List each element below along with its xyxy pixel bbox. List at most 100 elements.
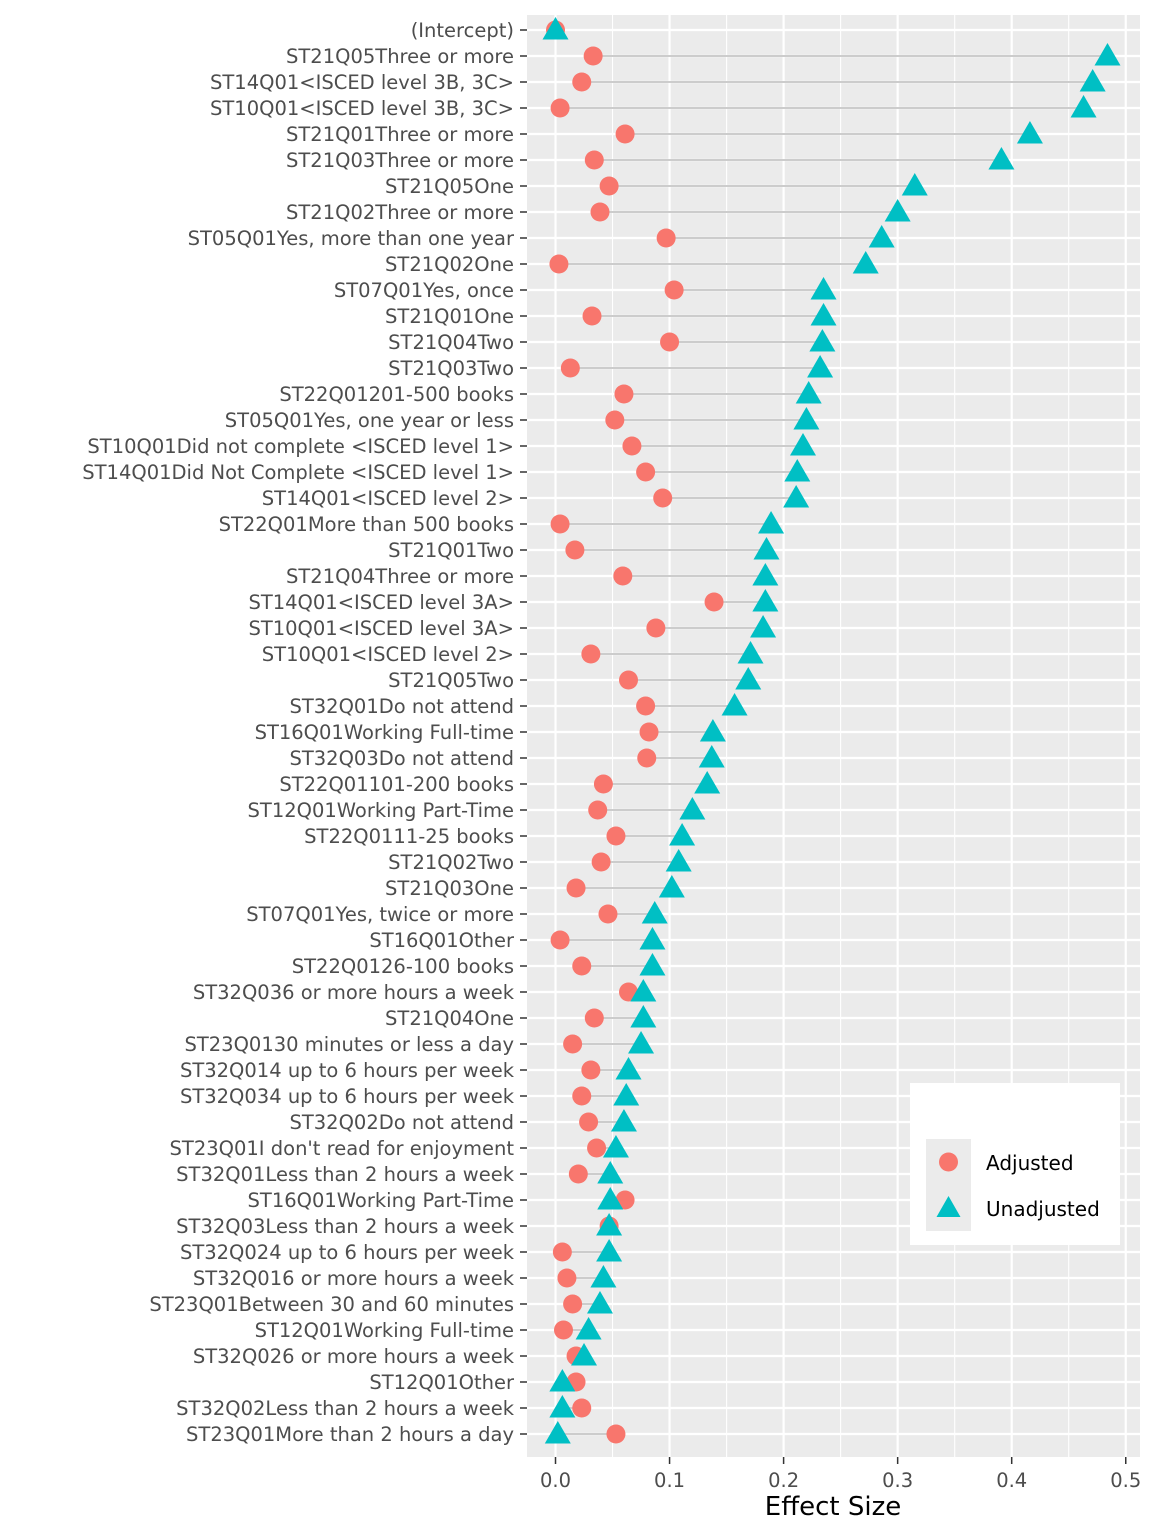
y-tick-label: ST32Q01Do not attend [289,695,514,718]
y-tick-label: ST21Q03One [385,877,514,900]
y-tick-label: ST10Q01Did not complete <ISCED level 1> [87,435,514,458]
unadjusted-point [698,745,725,768]
adjusted-point [584,150,604,170]
adjusted-point [606,826,626,846]
adjusted-point [583,46,603,66]
unadjusted-point [615,1057,642,1080]
y-tick-label: ST21Q03Two [388,357,514,380]
y-tick-label: ST21Q02Two [388,851,514,874]
unadjusted-point [735,667,762,690]
adjusted-point [581,1060,601,1080]
unadjusted-point [988,147,1015,170]
y-tick-label: ST32Q024 up to 6 hours per week [180,1241,515,1264]
adjusted-point [587,1138,607,1158]
y-tick-label: ST32Q014 up to 6 hours per week [180,1059,515,1082]
x-tick-label: 0.1 [654,1469,685,1492]
unadjusted-points [542,17,1121,1444]
y-tick-label: ST32Q03Do not attend [289,747,514,770]
y-tick-label: ST21Q05Three or more [286,45,514,68]
unadjusted-point [596,1213,623,1236]
y-tick-label: ST22Q01201-500 books [279,383,514,406]
adjusted-point [581,644,601,664]
y-tick-label: ST21Q01One [385,305,514,328]
unadjusted-point [807,355,834,378]
adjusted-point [704,592,724,612]
unadjusted-point [752,563,779,586]
y-tick-label: ST23Q01I don't read for enjoyment [170,1137,515,1160]
adjusted-point [572,956,592,976]
y-tick-label: ST23Q01Between 30 and 60 minutes [149,1293,514,1316]
adjusted-point [646,618,666,638]
y-tick-label: ST21Q04One [385,1007,514,1030]
y-tick-label: ST12Q01Working Full-time [255,1319,514,1342]
legend-label-adjusted: Adjusted [986,1151,1074,1175]
y-tick-label: ST14Q01<ISCED level 3A> [248,591,514,614]
unadjusted-point [639,927,666,950]
adjusted-point [593,774,613,794]
adjusted-point [582,306,602,326]
y-tick-label: ST32Q034 up to 6 hours per week [180,1085,515,1108]
y-tick-label: ST32Q026 or more hours a week [193,1345,515,1368]
unadjusted-point [630,979,657,1002]
unadjusted-point [641,901,668,924]
major-gridlines [527,15,1140,1457]
x-tick-label: 0.0 [540,1469,571,1492]
unadjusted-point [597,1187,624,1210]
adjusted-point [590,202,610,222]
adjusted-point [660,332,680,352]
unadjusted-point [901,173,928,196]
y-tick-label: ST32Q03Less than 2 hours a week [176,1215,515,1238]
y-tick-label: ST22Q01101-200 books [279,773,514,796]
legend-label-unadjusted: Unadjusted [986,1197,1100,1221]
unadjusted-point [575,1317,602,1340]
unadjusted-point [602,1135,629,1158]
x-axis-title: Effect Size [765,1492,901,1522]
unadjusted-point [586,1291,613,1314]
y-tick-label: ST07Q01Yes, twice or more [246,903,514,926]
y-tick-label: ST21Q04Three or more [286,565,514,588]
unadjusted-point [868,225,895,248]
y-tick-label: ST16Q01Other [369,929,515,952]
unadjusted-point [699,719,726,742]
adjusted-point [656,228,676,248]
legend-adjusted-circle [939,1152,958,1172]
y-tick-label: (Intercept) [411,19,514,42]
y-tick-label: ST14Q01<ISCED level 2> [262,487,514,510]
adjusted-point [614,384,634,404]
y-tick-label: ST32Q01Less than 2 hours a week [176,1163,515,1186]
unadjusted-point [1094,43,1121,66]
unadjusted-point [1079,69,1106,92]
unadjusted-point [542,17,569,40]
unadjusted-point [1070,95,1097,118]
adjusted-point [605,410,625,430]
unadjusted-point [610,1109,637,1132]
y-tick-label: ST21Q01Three or more [286,123,514,146]
adjusted-point [550,514,570,534]
unadjusted-point [1016,121,1043,144]
y-tick-label: ST10Q01<ISCED level 3B, 3C> [210,97,514,120]
unadjusted-point [549,1369,576,1392]
y-tick-label: ST22Q0111-25 books [304,825,514,848]
adjusted-point [549,254,569,274]
adjusted-point [615,124,635,144]
y-tick-label: ST23Q0130 minutes or less a day [184,1033,514,1056]
unadjusted-point [852,251,879,274]
y-tick-label: ST12Q01Other [369,1371,515,1394]
y-tick-label: ST23Q01More than 2 hours a day [186,1423,514,1446]
adjusted-point [622,436,642,456]
adjusted-point [598,904,618,924]
unadjusted-point [694,771,721,794]
adjusted-point [653,488,673,508]
y-tick-label: ST16Q01Working Part-Time [248,1189,514,1212]
unadjusted-point [810,277,837,300]
adjusted-point [637,748,657,768]
unadjusted-point [783,485,810,508]
adjusted-point [579,1112,599,1132]
y-tick-label: ST12Q01Working Part-Time [248,799,514,822]
unadjusted-point [809,329,836,352]
y-tick-label: ST32Q02Less than 2 hours a week [176,1397,515,1420]
adjusted-point [591,852,611,872]
x-axis: 0.0 0.1 0.2 0.3 0.4 0.5 [540,1457,1141,1492]
x-tick-label: 0.4 [996,1469,1027,1492]
unadjusted-point [639,953,666,976]
